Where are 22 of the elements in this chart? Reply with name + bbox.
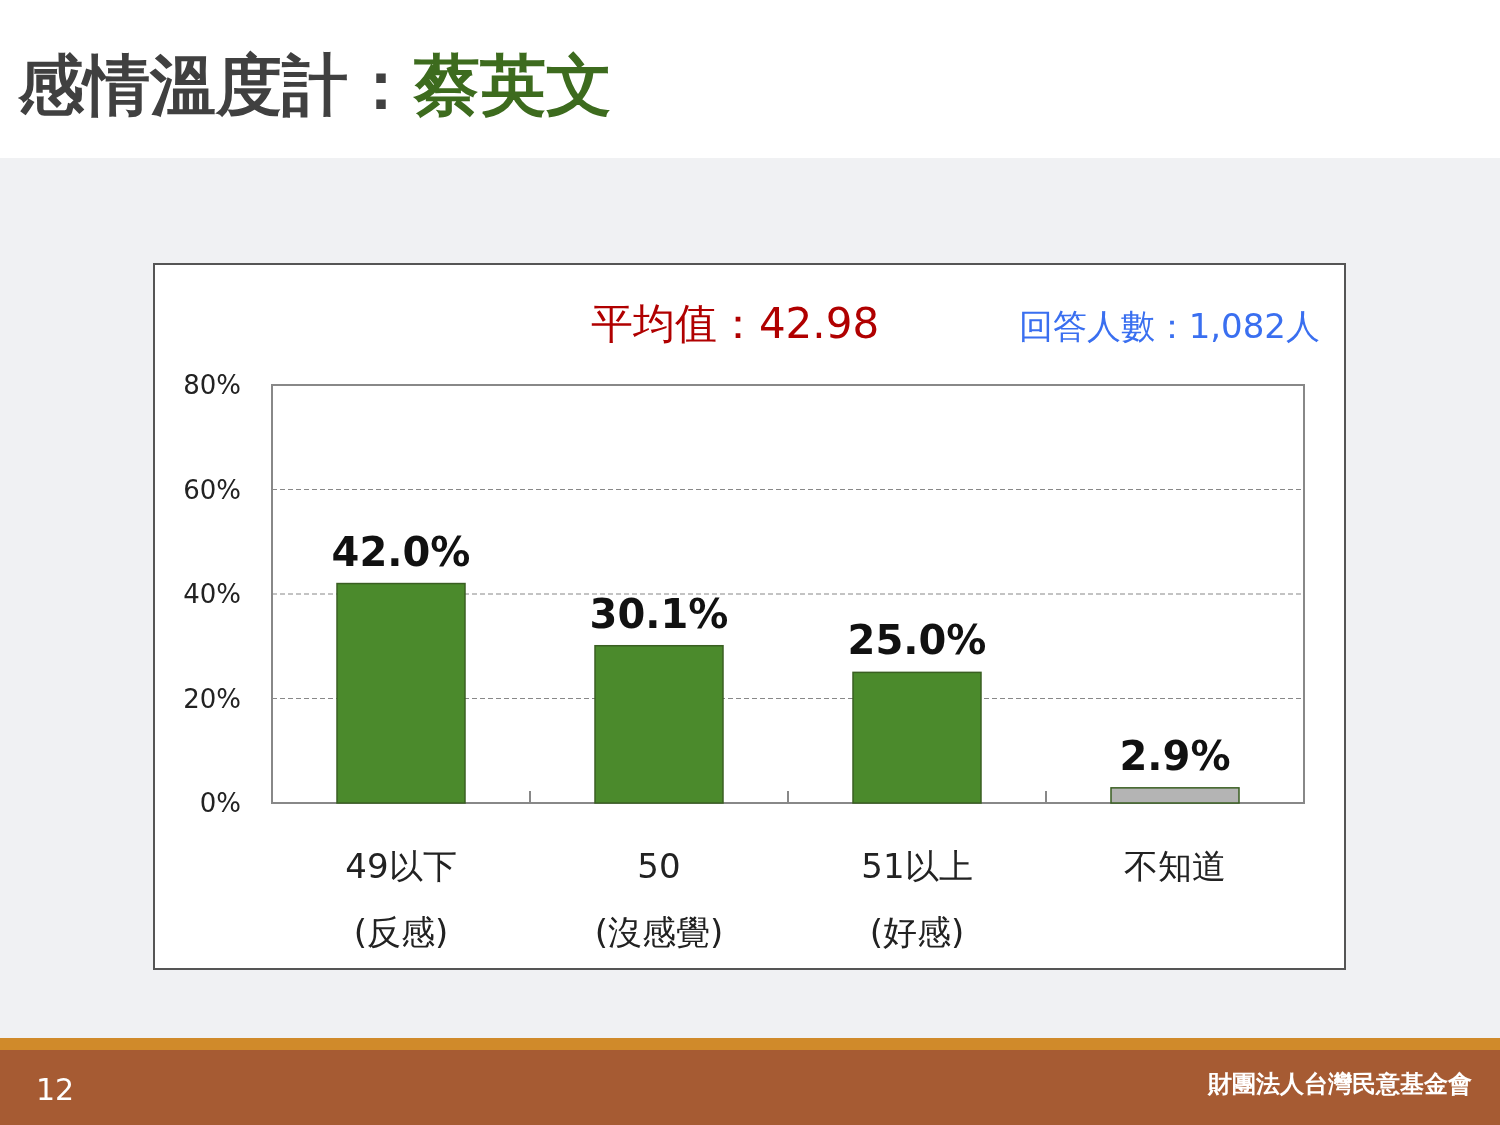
bar (336, 582, 466, 804)
x-tick-label: 51以上 (好感) (861, 846, 973, 952)
bar (1110, 787, 1240, 804)
bar (594, 644, 724, 804)
text: 回答人數：1,082人 (1018, 306, 1320, 346)
y-tick-label: 60% (183, 474, 241, 505)
text: 財團法人台灣民意基金會 (1207, 1070, 1472, 1098)
chart-title: 感情溫度計：蔡英文 (17, 47, 612, 124)
x-tick-label: 49以下 (反感) (345, 846, 457, 952)
data-label: 25.0% (847, 617, 987, 664)
y-tick-label: 80% (183, 370, 241, 400)
y-tick-label: 20% (183, 683, 241, 714)
y-tick-label: 0% (199, 788, 241, 818)
data-label: 42.0% (331, 528, 471, 575)
data-label: 2.9% (1119, 732, 1231, 779)
x-tick-label: 不知道 (1124, 846, 1226, 886)
x-tick-label: 50 (沒感覺) (594, 846, 724, 952)
bar (852, 671, 982, 804)
data-label: 30.1% (589, 590, 729, 637)
y-tick-label: 40% (183, 579, 241, 609)
text: 平均值：42.98 (590, 299, 880, 348)
text: 12 (36, 1072, 75, 1107)
